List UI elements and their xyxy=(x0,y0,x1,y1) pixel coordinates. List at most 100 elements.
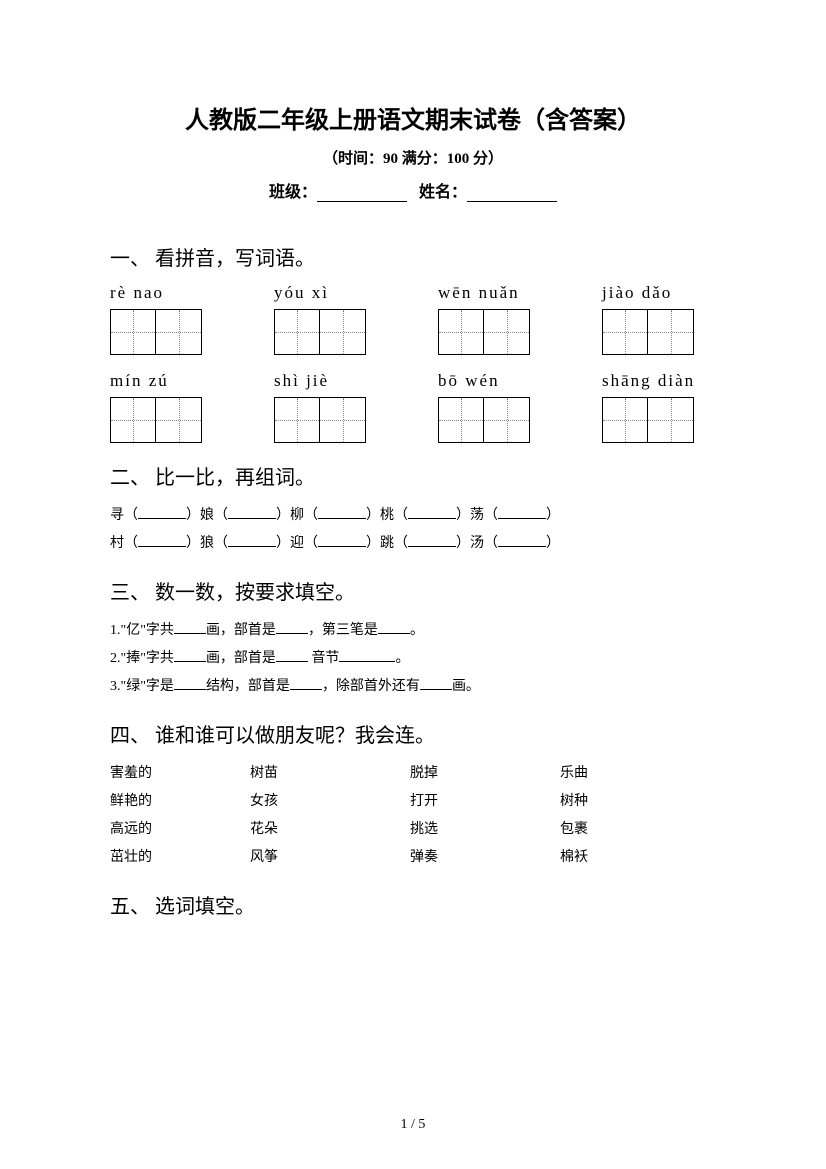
match-cell: 害羞的 xyxy=(110,760,250,788)
char-box-pair[interactable] xyxy=(438,309,552,355)
q-text: 。 xyxy=(395,651,409,666)
exam-title: 人教版二年级上册语文期末试卷（含答案） xyxy=(110,100,716,135)
compare-char: 跳 xyxy=(380,536,394,551)
blank[interactable] xyxy=(138,506,186,519)
compare-char: 柳 xyxy=(290,508,304,523)
char-box-pair[interactable] xyxy=(602,309,716,355)
compare-char: 荡 xyxy=(470,508,484,523)
char-box-pair[interactable] xyxy=(438,397,552,443)
blank[interactable] xyxy=(290,677,322,690)
match-row: 高远的 花朵 挑选 包裹 xyxy=(110,816,716,844)
blank[interactable] xyxy=(408,534,456,547)
match-row: 害羞的 树苗 脱掉 乐曲 xyxy=(110,760,716,788)
q-text: 。 xyxy=(410,623,424,638)
q-text: 画，部首是 xyxy=(206,623,276,638)
section-3-title: 三、 数一数，按要求填空。 xyxy=(110,576,716,605)
blank[interactable] xyxy=(339,649,395,662)
pinyin-item: mín zú xyxy=(110,371,224,391)
pinyin-item: shì jiè xyxy=(274,371,388,391)
compare-char: 迎 xyxy=(290,536,304,551)
pinyin-item: jiào dǎo xyxy=(602,283,716,303)
exam-subtitle: （时间：90 满分：100 分） xyxy=(110,147,716,168)
blank[interactable] xyxy=(228,506,276,519)
match-cell: 鲜艳的 xyxy=(110,788,250,816)
char-box-pair[interactable] xyxy=(274,309,388,355)
class-label: 班级： xyxy=(269,184,317,201)
blank[interactable] xyxy=(420,677,452,690)
section-5-title: 五、 选词填空。 xyxy=(110,890,716,919)
pinyin-item: yóu xì xyxy=(274,283,388,303)
q-text: ，除部首外还有 xyxy=(322,679,420,694)
q-text: 1."亿"字共 xyxy=(110,623,174,638)
compare-char: 汤 xyxy=(470,536,484,551)
q-text: 结构，部首是 xyxy=(206,679,290,694)
blank[interactable] xyxy=(276,649,308,662)
q3-line-3: 3."绿"字是 结构，部首是 ，除部首外还有 画。 xyxy=(110,673,716,701)
match-row: 茁壮的 风筝 弹奏 棉袄 xyxy=(110,844,716,872)
q-text: 3."绿"字是 xyxy=(110,679,174,694)
match-cell: 树种 xyxy=(560,788,660,816)
match-cell: 风筝 xyxy=(250,844,410,872)
info-line: 班级： 姓名： xyxy=(110,178,716,202)
blank[interactable] xyxy=(318,506,366,519)
blank[interactable] xyxy=(228,534,276,547)
blank[interactable] xyxy=(378,621,410,634)
char-box-pair[interactable] xyxy=(110,309,224,355)
compare-char: 寻 xyxy=(110,508,124,523)
blank[interactable] xyxy=(276,621,308,634)
match-cell: 乐曲 xyxy=(560,760,660,788)
blank[interactable] xyxy=(408,506,456,519)
match-cell: 挑选 xyxy=(410,816,560,844)
q-text: 音节 xyxy=(308,651,340,666)
match-row: 鲜艳的 女孩 打开 树种 xyxy=(110,788,716,816)
pinyin-row-1: rè nao yóu xì wēn nuǎn jiào dǎo xyxy=(110,283,716,303)
match-cell: 茁壮的 xyxy=(110,844,250,872)
name-label: 姓名： xyxy=(419,184,467,201)
blank[interactable] xyxy=(498,534,546,547)
q3-line-2: 2."捧"字共 画，部首是 音节 。 xyxy=(110,645,716,673)
compare-row-2: 村（）狼（）迎（）跳（）汤（） xyxy=(110,530,716,558)
match-cell: 脱掉 xyxy=(410,760,560,788)
match-cell: 树苗 xyxy=(250,760,410,788)
name-input-line[interactable] xyxy=(467,185,557,202)
exam-page: 人教版二年级上册语文期末试卷（含答案） （时间：90 满分：100 分） 班级：… xyxy=(0,0,826,1169)
blank[interactable] xyxy=(138,534,186,547)
char-box-pair[interactable] xyxy=(110,397,224,443)
match-cell: 高远的 xyxy=(110,816,250,844)
pinyin-item: bō wén xyxy=(438,371,552,391)
char-box-row-2 xyxy=(110,397,716,443)
page-footer: 1 / 5 xyxy=(0,1117,826,1133)
pinyin-row-2: mín zú shì jiè bō wén shāng diàn xyxy=(110,371,716,391)
match-cell: 棉袄 xyxy=(560,844,660,872)
match-cell: 弹奏 xyxy=(410,844,560,872)
char-box-pair[interactable] xyxy=(602,397,716,443)
compare-char: 娘 xyxy=(200,508,214,523)
blank[interactable] xyxy=(174,621,206,634)
blank[interactable] xyxy=(318,534,366,547)
compare-char: 村 xyxy=(110,536,124,551)
q-text: 画。 xyxy=(452,679,480,694)
pinyin-item: rè nao xyxy=(110,283,224,303)
blank[interactable] xyxy=(498,506,546,519)
blank[interactable] xyxy=(174,649,206,662)
match-cell: 包裹 xyxy=(560,816,660,844)
match-cell: 女孩 xyxy=(250,788,410,816)
q-text: ，第三笔是 xyxy=(308,623,378,638)
match-cell: 花朵 xyxy=(250,816,410,844)
compare-row-1: 寻（）娘（）柳（）桃（）荡（） xyxy=(110,502,716,530)
blank[interactable] xyxy=(174,677,206,690)
char-box-row-1 xyxy=(110,309,716,355)
pinyin-item: shāng diàn xyxy=(602,371,716,391)
section-1-title: 一、 看拼音，写词语。 xyxy=(110,242,716,271)
pinyin-item: wēn nuǎn xyxy=(438,283,552,303)
q-text: 2."捧"字共 xyxy=(110,651,174,666)
compare-char: 狼 xyxy=(200,536,214,551)
q-text: 画，部首是 xyxy=(206,651,276,666)
match-cell: 打开 xyxy=(410,788,560,816)
q3-line-1: 1."亿"字共 画，部首是 ，第三笔是 。 xyxy=(110,617,716,645)
section-4-title: 四、 谁和谁可以做朋友呢？我会连。 xyxy=(110,719,716,748)
section-2-title: 二、 比一比，再组词。 xyxy=(110,461,716,490)
compare-char: 桃 xyxy=(380,508,394,523)
class-input-line[interactable] xyxy=(317,185,407,202)
char-box-pair[interactable] xyxy=(274,397,388,443)
